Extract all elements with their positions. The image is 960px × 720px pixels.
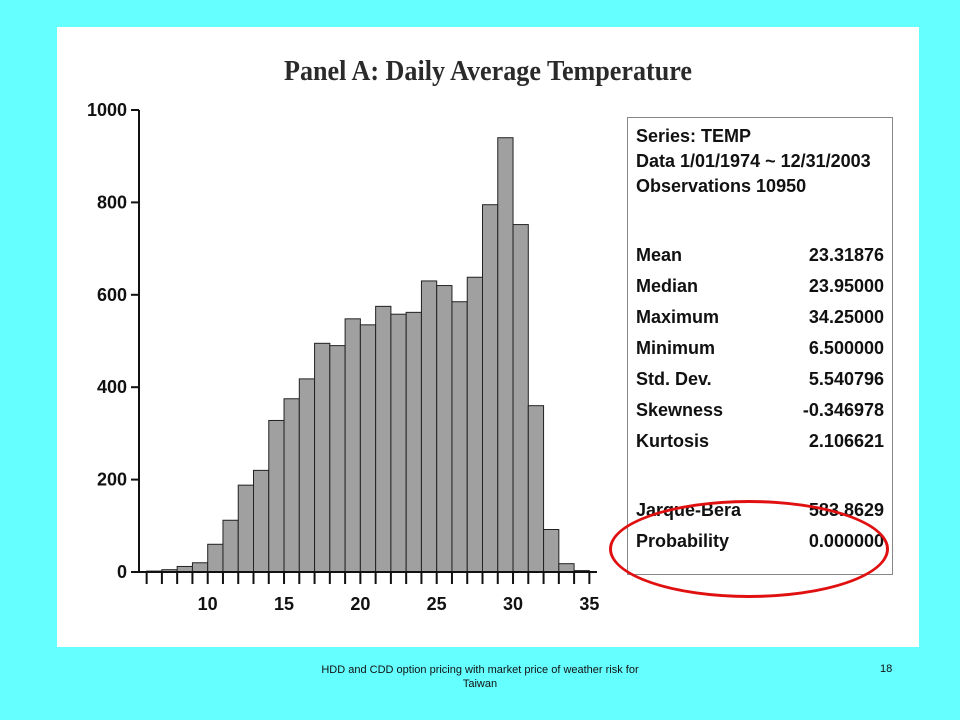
stat-name-skewness: Skewness bbox=[636, 400, 724, 420]
x-tick-label: 20 bbox=[350, 594, 370, 614]
footer-text: HDD and CDD option pricing with market p… bbox=[321, 664, 639, 690]
histogram-bar bbox=[268, 419, 285, 573]
histogram-bar bbox=[222, 519, 239, 573]
histogram-bar bbox=[298, 378, 316, 573]
x-tick-label: 30 bbox=[503, 594, 523, 614]
histogram-bar bbox=[451, 301, 468, 573]
histogram-bar bbox=[253, 469, 270, 573]
stat-name-maximum: Maximum bbox=[636, 307, 720, 327]
histogram-bar bbox=[420, 280, 438, 573]
stat-value-maximum: 34.25000 bbox=[808, 307, 884, 327]
stat-value-kurtosis: 2.106621 bbox=[808, 431, 884, 451]
histogram-bar bbox=[329, 345, 346, 573]
histogram-bar bbox=[237, 484, 255, 573]
histogram-bar bbox=[558, 563, 575, 573]
chart-title: Panel A: Daily Average Temperature bbox=[284, 55, 692, 87]
histogram-bar bbox=[527, 405, 545, 573]
histogram-bar bbox=[359, 324, 377, 573]
stat-value-skewness: -0.346978 bbox=[802, 400, 884, 420]
histogram-bar bbox=[207, 543, 224, 573]
histogram-bar bbox=[482, 204, 499, 573]
histogram-bar bbox=[466, 276, 484, 573]
stat-value-mean: 23.31876 bbox=[808, 245, 884, 265]
histogram-bar bbox=[283, 398, 300, 573]
stats-series: Series: TEMP bbox=[636, 126, 752, 146]
histogram-bar bbox=[512, 224, 529, 573]
chart-panel: Panel A: Daily Average Temperature 0 200 4… bbox=[57, 27, 919, 647]
x-tick-label: 35 bbox=[579, 594, 599, 614]
y-tick-label: 600 bbox=[97, 285, 127, 305]
histogram-bar bbox=[390, 313, 407, 573]
histogram-bar bbox=[436, 285, 453, 573]
stats-data-range: Data 1/01/1974 ~ 12/31/2003 bbox=[636, 151, 871, 171]
stat-value-median: 23.95000 bbox=[808, 276, 884, 296]
x-tick-label: 15 bbox=[274, 594, 294, 614]
stat-name-minimum: Minimum bbox=[636, 338, 715, 358]
x-tick-label: 10 bbox=[198, 594, 218, 614]
y-tick-label: 800 bbox=[97, 192, 127, 212]
stat-name-kurtosis: Kurtosis bbox=[636, 431, 710, 451]
stat-name-mean: Mean bbox=[636, 245, 683, 265]
stats-observations: Observations 10950 bbox=[636, 176, 807, 196]
slide-number: 18 bbox=[880, 663, 893, 675]
histogram-bar bbox=[497, 137, 514, 573]
histogram-bar bbox=[191, 562, 209, 573]
stat-name-std-dev: Std. Dev. bbox=[636, 369, 712, 389]
highlight-ellipse bbox=[609, 500, 889, 598]
stat-value-minimum: 6.500000 bbox=[808, 338, 884, 358]
histogram-bar bbox=[543, 528, 560, 573]
x-tick-label: 25 bbox=[427, 594, 447, 614]
y-tick-label: 200 bbox=[97, 470, 127, 490]
histogram-plot: 0 200 400 600 800 1000 10 15 20 25 30 35 bbox=[87, 100, 599, 614]
histogram-bar bbox=[375, 305, 392, 573]
y-tick-label: 400 bbox=[97, 377, 127, 397]
histogram-bar bbox=[344, 318, 361, 573]
histogram-bar bbox=[314, 342, 331, 573]
y-tick-label: 0 bbox=[117, 562, 127, 582]
stat-name-median: Median bbox=[636, 276, 699, 296]
y-tick-label: 1000 bbox=[87, 100, 127, 120]
stat-value-std-dev: 5.540796 bbox=[808, 369, 884, 389]
histogram-bar bbox=[405, 311, 422, 573]
